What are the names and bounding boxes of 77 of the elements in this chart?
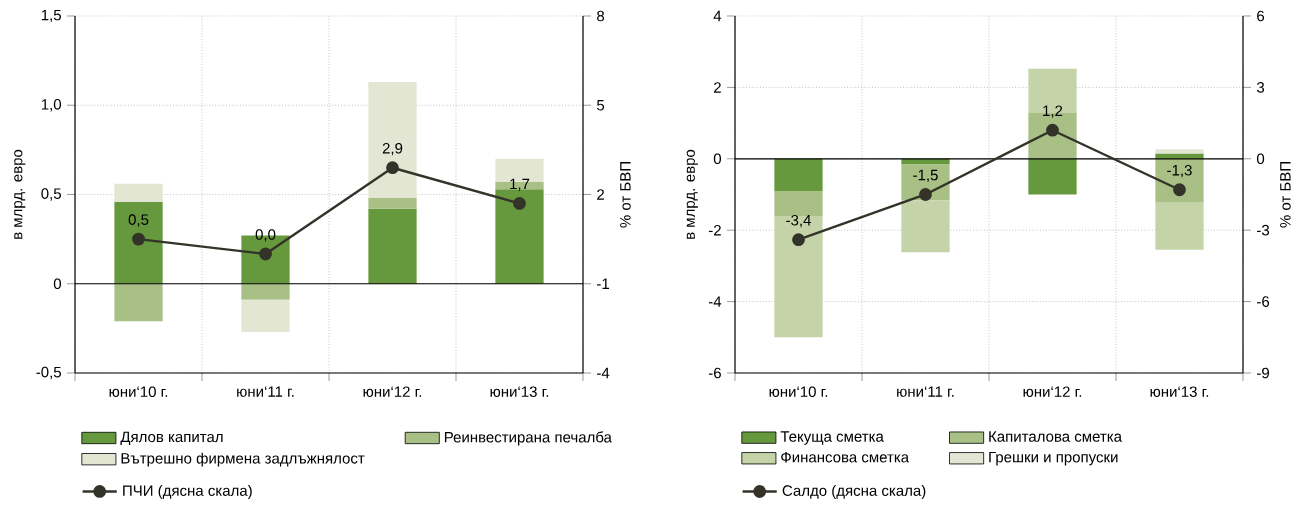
bar <box>1155 202 1204 250</box>
data-label: -1,5 <box>913 169 938 183</box>
bar <box>241 283 290 300</box>
y-tick-label: 1,0 <box>41 99 62 112</box>
y-tick-label: 0 <box>53 278 62 290</box>
x-tick-label: юни‘13 г. <box>1150 386 1209 398</box>
data-label: -3,4 <box>786 214 811 228</box>
y-tick-label: -0,5 <box>36 366 61 380</box>
y2-tick-label: 8 <box>597 10 605 22</box>
data-label: -1,3 <box>1167 164 1192 178</box>
point <box>919 188 932 201</box>
legend-label: Салдо (дясна скала) <box>782 484 926 499</box>
y-tick-label: 2 <box>714 82 721 93</box>
legend-label: Вътрешно фирмена задлъжнялост <box>121 452 365 467</box>
y2-tick-label: -6 <box>1257 296 1270 307</box>
x-tick-label: юни‘13 г. <box>490 386 549 398</box>
y-tick-label: -6 <box>708 367 721 379</box>
x-tick-label: юни‘12 г. <box>1023 386 1082 398</box>
bar <box>368 198 417 209</box>
bar <box>774 190 823 216</box>
bar <box>774 215 823 338</box>
y2-axis-title: % от БВП <box>1280 162 1291 228</box>
point <box>513 197 526 210</box>
legend-label: Капиталова сметка <box>989 431 1123 442</box>
y2-tick-label: 0 <box>1256 153 1265 165</box>
bar <box>901 158 950 165</box>
bar <box>241 299 290 332</box>
x-tick-label: юни‘10 г. <box>109 386 168 398</box>
x-tick-label: юни‘11 г. <box>237 386 294 397</box>
point <box>259 247 272 261</box>
y-tick-label: 0 <box>713 153 722 165</box>
legend-label: Финансова сметка <box>781 451 910 463</box>
y2-tick-label: 6 <box>1257 10 1265 22</box>
legend-label: Дялов капитал <box>120 431 223 445</box>
legend-label: Текуща сметка <box>780 431 884 445</box>
data-label: 2,9 <box>382 142 403 156</box>
y2-tick-label: 2 <box>597 189 604 200</box>
y-tick-label: 0,5 <box>41 188 61 201</box>
bar <box>901 200 950 253</box>
y2-tick-label: -4 <box>597 367 610 379</box>
y-tick-label: -2 <box>708 224 721 236</box>
point <box>792 233 805 247</box>
bar <box>114 183 163 202</box>
y-tick-label: 1,5 <box>41 9 61 23</box>
bar <box>774 158 823 191</box>
bar <box>114 283 163 322</box>
y-axis-title: в млрд. евро <box>14 149 26 239</box>
x-tick-label: юни‘11 г. <box>897 386 954 397</box>
legend-label: ПЧИ (дясна скала) <box>123 484 252 499</box>
bar <box>495 189 544 284</box>
y-axis-title: в млрд. евро <box>686 149 698 239</box>
y2-tick-label: -1 <box>597 278 610 289</box>
bar <box>1155 158 1204 203</box>
data-label: 0,5 <box>128 214 149 227</box>
point <box>1173 183 1186 197</box>
bar <box>368 208 417 284</box>
data-label: 0,0 <box>255 229 276 242</box>
point <box>386 161 399 175</box>
x-tick-label: юни‘10 г. <box>769 386 828 398</box>
y2-tick-label: -3 <box>1257 224 1270 236</box>
legend-label: Реинвестирана печалба <box>444 431 612 446</box>
x-tick-label: юни‘12 г. <box>363 386 422 398</box>
data-label: 1,2 <box>1043 105 1063 118</box>
y2-tick-label: 3 <box>1256 82 1265 93</box>
data-label: 1,7 <box>510 178 530 192</box>
y2-tick-label: -9 <box>1257 367 1270 379</box>
bar <box>114 201 163 284</box>
bar <box>1028 158 1077 195</box>
y-tick-label: 4 <box>713 10 722 22</box>
y-tick-label: -4 <box>708 296 722 307</box>
bar <box>1155 149 1204 154</box>
y2-tick-label: 5 <box>597 100 605 111</box>
point <box>1046 123 1059 137</box>
y2-axis-title: % от БВП <box>620 162 631 228</box>
legend-label: Грешки и пропуски <box>989 451 1118 466</box>
point <box>132 232 145 246</box>
bar <box>368 82 417 199</box>
